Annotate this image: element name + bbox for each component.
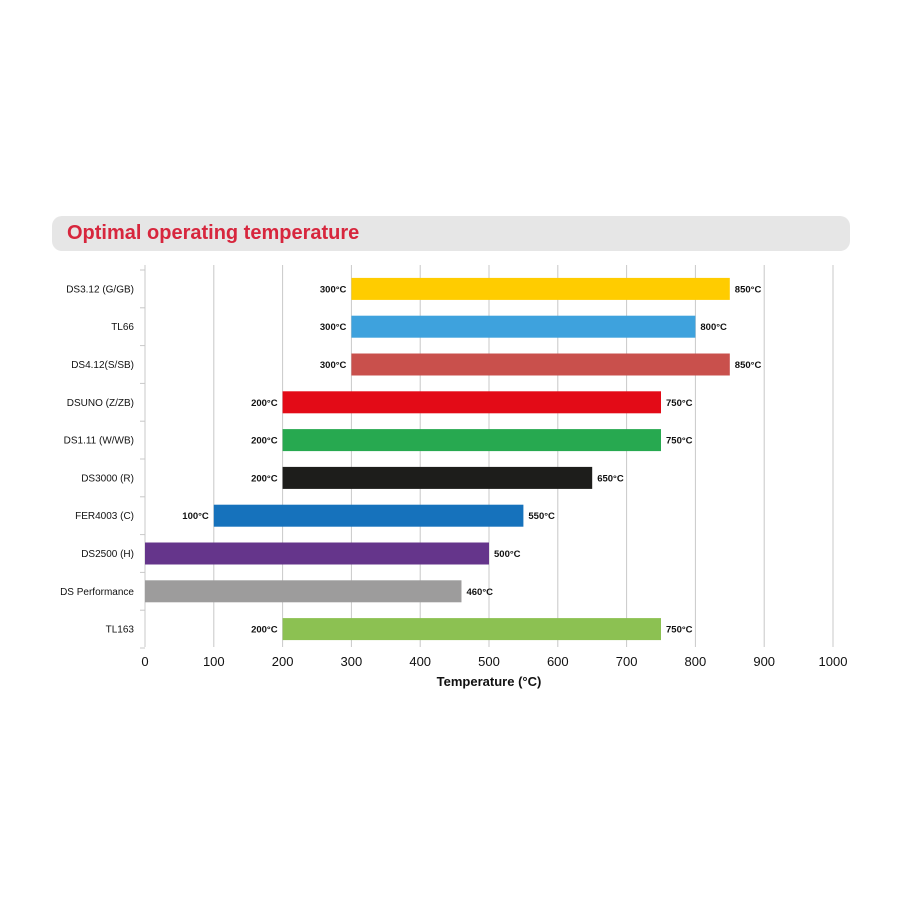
x-tick-label: 1000 (819, 654, 848, 669)
x-tick-label: 400 (409, 654, 431, 669)
min-value-label: 300°C (320, 284, 347, 295)
category-label: DS3000 (R) (81, 473, 134, 484)
x-tick-label: 900 (753, 654, 775, 669)
max-value-label: 750°C (666, 625, 693, 636)
category-label: DS1.11 (W/WB) (64, 436, 134, 447)
max-value-label: 460°C (466, 587, 493, 598)
bars (145, 277, 730, 641)
x-tick-label: 200 (272, 654, 294, 669)
x-tick-label: 700 (616, 654, 638, 669)
category-label: DS4.12(S/SB) (71, 360, 134, 371)
bar (351, 353, 730, 376)
x-tick-label: 100 (203, 654, 225, 669)
min-value-label: 100°C (182, 511, 209, 522)
x-tick-labels: 0 100 200 300 400 500 600 700 800 900 1000 (141, 654, 847, 669)
min-value-label: 300°C (320, 360, 347, 371)
bar (282, 429, 661, 452)
max-value-label: 750°C (666, 436, 693, 447)
max-value-label: 850°C (735, 360, 762, 371)
category-label: TL163 (106, 625, 135, 636)
bar (145, 542, 489, 565)
category-label: DS3.12 (G/GB) (66, 284, 134, 295)
max-value-label: 650°C (597, 473, 624, 484)
max-value-label: 500°C (494, 549, 521, 560)
bar (351, 315, 696, 338)
x-tick-label: 600 (547, 654, 569, 669)
max-value-label: 850°C (735, 284, 762, 295)
max-value-label: 550°C (528, 511, 555, 522)
chart-title: Optimal operating temperature (67, 222, 360, 244)
x-tick-label: 0 (141, 654, 148, 669)
x-tick-label: 800 (685, 654, 707, 669)
row-separators (140, 269, 145, 649)
bar (351, 277, 730, 300)
min-value-label: 200°C (251, 625, 278, 636)
bar (282, 466, 593, 489)
bar (282, 618, 661, 641)
min-value-label: 200°C (251, 473, 278, 484)
min-value-label: 300°C (320, 322, 347, 333)
bar (145, 580, 462, 603)
max-value-label: 750°C (666, 398, 693, 409)
x-tick-label: 300 (341, 654, 363, 669)
min-value-label: 200°C (251, 398, 278, 409)
bar (282, 391, 661, 414)
category-labels: DS3.12 (G/GB) TL66 DS4.12(S/SB) DSUNO (Z/ZB… (60, 284, 134, 635)
category-label: DS Performance (60, 587, 134, 598)
x-tick-label: 500 (478, 654, 500, 669)
bar (213, 504, 524, 527)
x-axis-title: Temperature (°C) (437, 674, 542, 689)
chart-title-bar: Optimal operating temperature (52, 216, 850, 251)
min-value-label: 200°C (251, 436, 278, 447)
category-label: TL66 (111, 322, 134, 333)
category-label: DS2500 (H) (81, 549, 134, 560)
category-label: DSUNO (Z/ZB) (67, 398, 134, 409)
max-value-label: 800°C (700, 322, 727, 333)
value-labels: 300°C 850°C 300°C 800°C 300°C 850°C 200°C 750°C… (182, 284, 761, 635)
category-label: FER4003 (C) (75, 511, 134, 522)
